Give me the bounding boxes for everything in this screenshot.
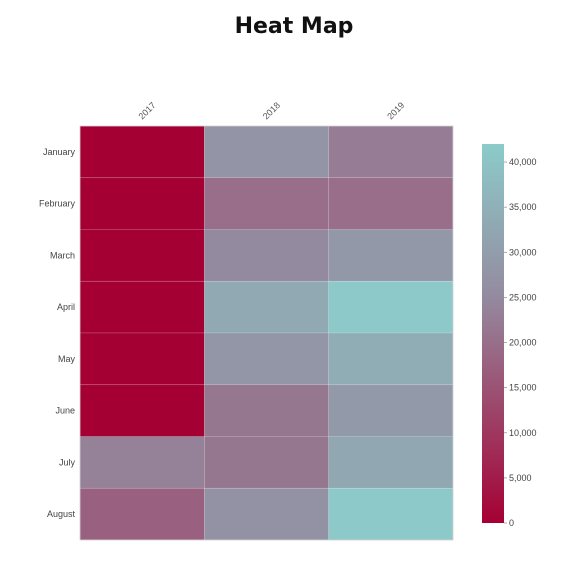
heatmap-cell-june-2017	[79, 384, 205, 437]
plot-border	[79, 125, 454, 541]
colorbar-tick-label: 20,000	[509, 338, 537, 348]
heatmap-cell-may-2017	[79, 332, 205, 386]
heatmap-cell-april-2017	[79, 280, 205, 334]
colorbar-tick-label: 15,000	[509, 383, 537, 393]
row-label-february: February	[39, 199, 76, 209]
heatmap-cell-february-2019	[328, 177, 454, 230]
heatmap-cell-march-2017	[79, 229, 205, 282]
heatmap-cell-march-2019	[328, 229, 454, 282]
heatmap-cell-april-2019	[328, 280, 454, 334]
colorbar-tick-label: 30,000	[509, 247, 537, 257]
heatmap-cell-august-2019	[328, 487, 454, 541]
heatmap-cell-july-2017	[79, 436, 205, 489]
colorbar-tick-label: 40,000	[509, 157, 537, 167]
heatmap-cell-may-2019	[328, 332, 454, 386]
row-label-march: March	[50, 250, 75, 260]
column-label-2018: 2018	[261, 100, 282, 121]
heatmap-cell-february-2017	[79, 177, 205, 230]
colorbar-tick-label: 5,000	[509, 473, 532, 483]
chart-title: Heat Map	[234, 14, 354, 39]
column-label-2019: 2019	[385, 100, 406, 121]
row-label-january: January	[43, 147, 76, 157]
colorbar-tick-label: 35,000	[509, 202, 537, 212]
row-label-june: June	[55, 406, 75, 416]
heatmap-cell-june-2018	[204, 384, 329, 437]
row-label-april: April	[57, 302, 75, 312]
heatmap-cell-june-2019	[328, 384, 454, 437]
heatmap-cell-august-2018	[204, 487, 329, 541]
heatmap-cell-january-2017	[79, 125, 205, 179]
colorbar-tick-label: 0	[509, 518, 514, 528]
column-label-2017: 2017	[137, 100, 158, 121]
row-label-august: August	[47, 509, 76, 519]
colorbar-tick-label: 10,000	[509, 428, 537, 438]
heatmap-cell-march-2018	[204, 229, 329, 282]
heatmap-cell-july-2019	[328, 436, 454, 489]
colorbar	[482, 144, 504, 523]
heatmap-cell-august-2017	[79, 487, 205, 541]
heatmap-cell-february-2018	[204, 177, 329, 230]
heatmap-cell-january-2018	[204, 125, 329, 179]
row-label-july: July	[59, 457, 76, 467]
row-label-may: May	[58, 354, 76, 364]
colorbar-tick-label: 25,000	[509, 292, 537, 302]
heatmap-cell-may-2018	[204, 332, 329, 386]
heatmap-cell-january-2019	[328, 125, 454, 179]
heatmap-cell-april-2018	[204, 280, 329, 334]
heatmap-cell-july-2018	[204, 436, 329, 489]
